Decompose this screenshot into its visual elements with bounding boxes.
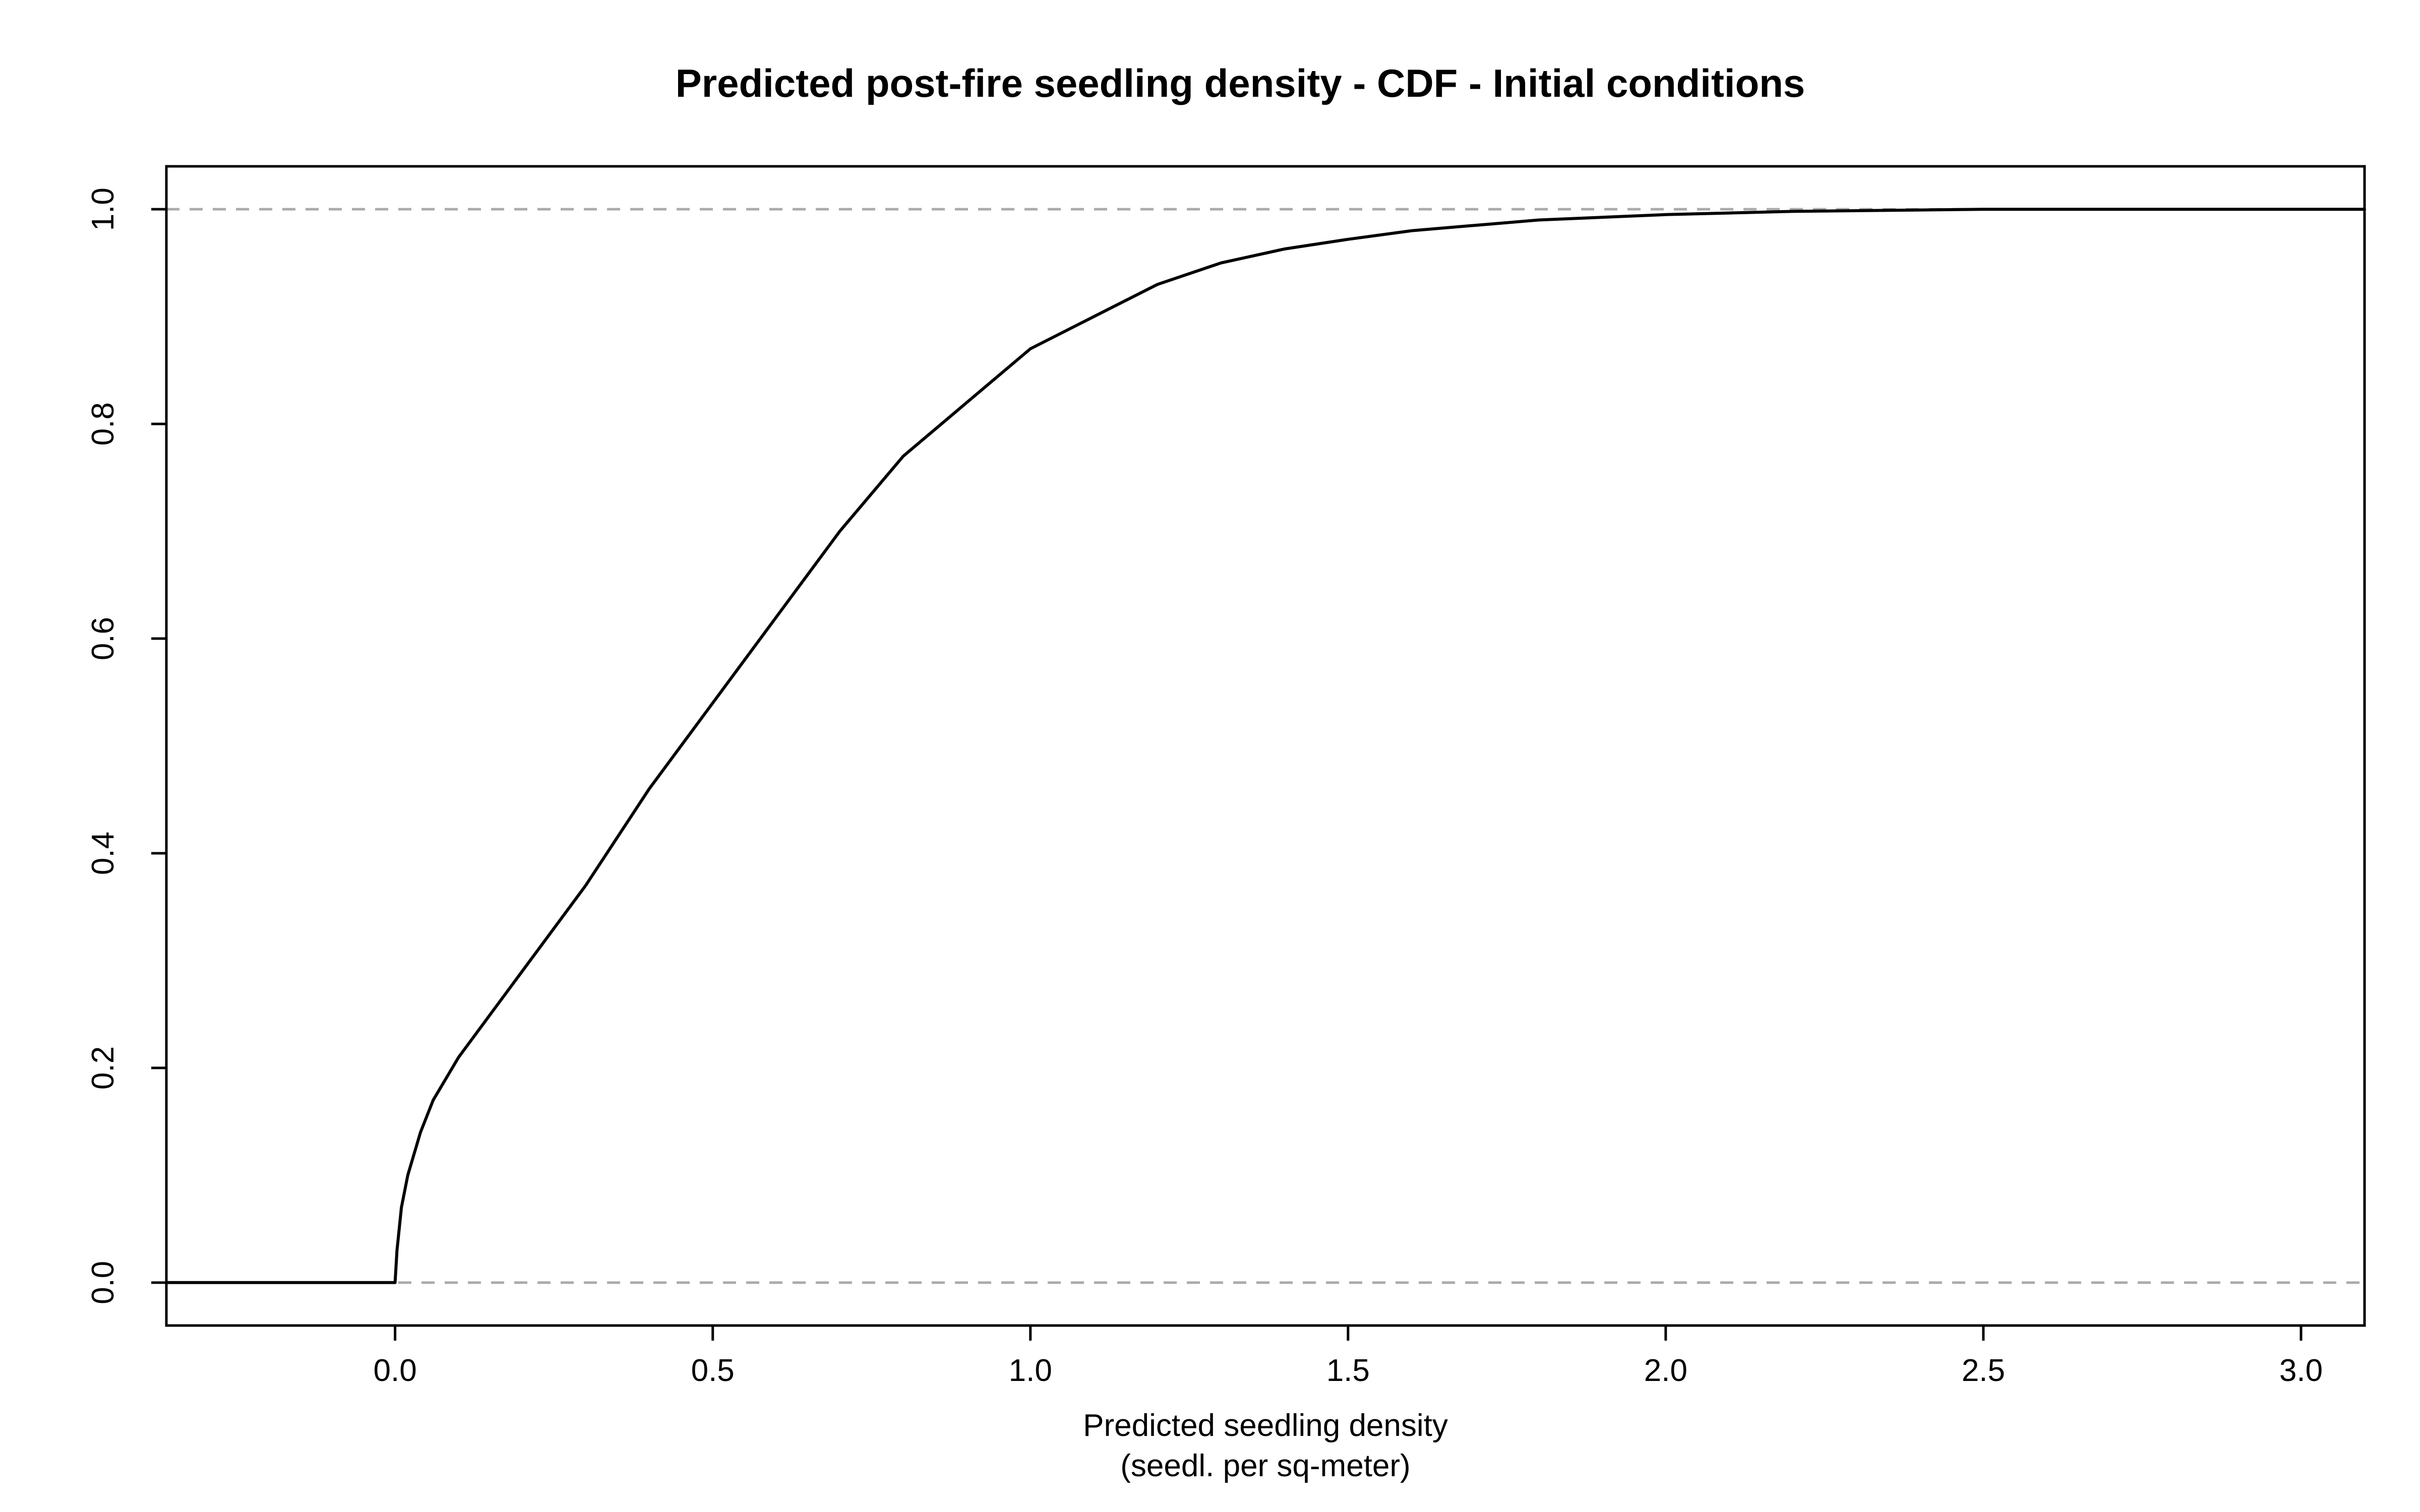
y-tick-label: 1.0: [86, 187, 120, 231]
x-tick-label: 1.5: [1326, 1353, 1370, 1388]
x-tick-label: 1.0: [1009, 1353, 1052, 1388]
y-tick-label: 0.6: [86, 617, 120, 660]
series-layer: [165, 208, 2366, 1284]
plot-frame: [165, 165, 2366, 1327]
y-tick-label: 0.4: [86, 832, 120, 875]
cdf-line-0: [165, 208, 2366, 1284]
x-axis-label-line2: (seedl. per sq-meter): [1120, 1448, 1410, 1483]
chart-title: Predicted post-fire seedling density - C…: [676, 61, 1805, 105]
x-tick-label: 3.0: [2279, 1353, 2323, 1388]
y-tick-label: 0.2: [86, 1046, 120, 1090]
x-tick-label: 2.0: [1644, 1353, 1687, 1388]
x-tick-label: 0.0: [374, 1353, 417, 1388]
x-axis: 0.0 0.5 1.0 1.5 2.0 2.5 3.0: [374, 1326, 2323, 1388]
y-tick-label: 0.0: [86, 1261, 120, 1304]
x-axis-label: Predicted seedling density: [1083, 1408, 1448, 1443]
y-tick-label: 0.8: [86, 402, 120, 446]
x-tick-label: 2.5: [1962, 1353, 2005, 1388]
x-tick-label: 0.5: [691, 1353, 735, 1388]
y-axis: 0.0 0.2 0.4 0.6 0.8 1.0: [86, 187, 166, 1304]
reference-lines: [166, 208, 2365, 1284]
